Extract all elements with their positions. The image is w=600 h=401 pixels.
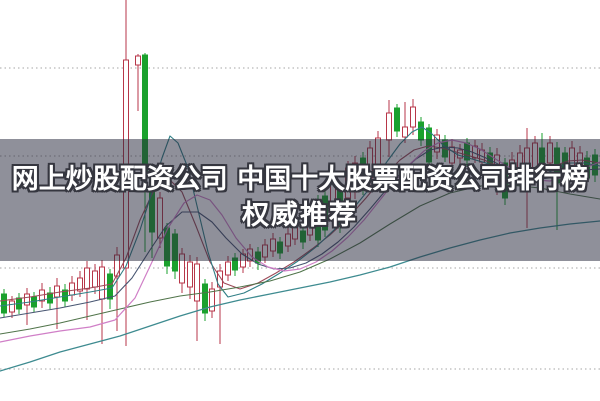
banner-title-line1: 网上炒股配资公司 中国十大股票配资公司排行榜 [11, 164, 589, 195]
candle-up [285, 233, 291, 247]
candle-up [114, 254, 120, 277]
candle-up [187, 261, 193, 288]
candle-down [277, 241, 283, 254]
candle-up [262, 244, 268, 258]
candle-up [99, 266, 105, 300]
candle-up [69, 282, 75, 296]
candle-down [142, 54, 148, 179]
ma-slow-teal [0, 220, 600, 372]
candle-up [386, 112, 392, 141]
candle-up [77, 277, 83, 292]
candle-up [194, 263, 200, 302]
candle-up [54, 285, 60, 298]
candle-up [209, 288, 215, 312]
candle-down [202, 283, 208, 314]
candle-down [418, 121, 424, 141]
candle-up [225, 261, 231, 276]
candle-up [9, 300, 15, 313]
candle-up [270, 238, 276, 252]
candle-down [107, 273, 113, 300]
candle-up [135, 55, 141, 66]
candle-up [547, 142, 553, 164]
candle-down [394, 107, 400, 132]
candle-up [410, 106, 416, 128]
candle-up [84, 267, 90, 290]
banner-title-line2: 权威推荐 [242, 200, 358, 231]
candle-up [179, 253, 185, 284]
candle-up [92, 270, 98, 288]
candle-down [232, 257, 238, 271]
candle-up [402, 126, 408, 138]
candle-down [1, 293, 7, 314]
candle-down [300, 230, 306, 243]
candle-up [24, 293, 30, 306]
candle-down [172, 233, 178, 272]
